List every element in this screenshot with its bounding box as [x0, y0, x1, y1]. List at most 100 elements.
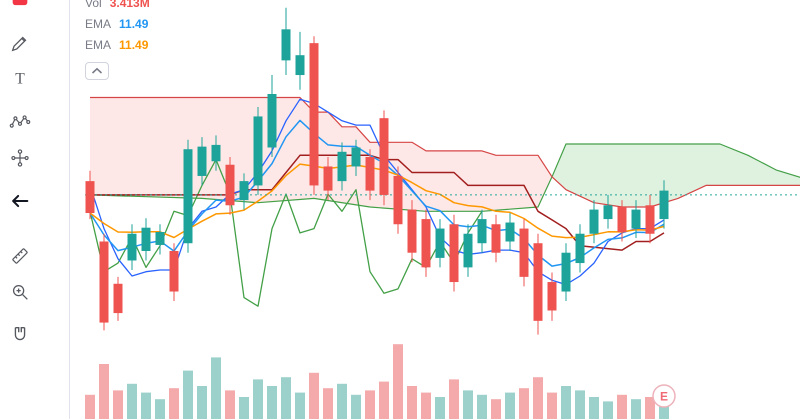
forecast-icon	[11, 149, 29, 167]
candle-body	[99, 241, 109, 323]
volume-bar	[225, 390, 235, 419]
price-chart[interactable]: E	[70, 0, 800, 419]
ichimoku-cloud-bearish	[90, 97, 552, 212]
volume-bar	[561, 386, 571, 419]
earnings-marker[interactable]: E	[652, 384, 676, 408]
volume-bar	[519, 388, 529, 419]
volume-bar	[183, 370, 193, 419]
candle-body	[267, 94, 277, 148]
candle-body	[379, 118, 389, 195]
indicator-legend: Vol 3.413M EMA 11.49 EMA 11.49	[85, 0, 150, 80]
volume-bar	[127, 383, 137, 419]
candle-body	[253, 116, 263, 186]
candle-body	[631, 209, 641, 229]
volume-bar	[421, 392, 431, 419]
text-icon: T	[15, 71, 25, 88]
candles	[85, 7, 669, 335]
brush-tool-button[interactable]	[5, 28, 35, 58]
candle-body	[155, 232, 165, 245]
volume-bar	[645, 397, 655, 419]
candle-body	[323, 166, 333, 191]
volume-bar	[449, 379, 459, 419]
volume-bar	[589, 397, 599, 419]
drawing-toolbar: T	[0, 0, 70, 419]
volume-bar	[211, 357, 221, 419]
chart-area[interactable]: E Vol 3.413M EMA 11.49 EMA 11.49	[70, 0, 800, 419]
arrow-tool-button[interactable]	[5, 186, 35, 216]
volume-bar	[197, 386, 207, 419]
forecast-tool-button[interactable]	[5, 143, 35, 173]
candle-body	[365, 156, 375, 191]
candle-body	[225, 164, 235, 206]
indicator-value: 11.49	[119, 38, 149, 52]
candle-body	[449, 224, 459, 283]
brush-icon	[11, 36, 27, 52]
zoom-in-icon	[12, 284, 28, 300]
candle-body	[463, 233, 473, 268]
volume-bar	[253, 379, 263, 419]
volume-bar	[407, 386, 417, 419]
collapse-indicators-button[interactable]	[85, 62, 109, 80]
candle-body	[211, 144, 221, 162]
candle-body	[239, 181, 249, 201]
red-tool-icon	[12, 0, 28, 6]
indicator-label: EMA	[85, 17, 112, 31]
candle-body	[519, 228, 529, 277]
lead-b-line	[90, 96, 800, 208]
lead-a-line	[89, 143, 800, 212]
measure-ruler-icon	[12, 248, 28, 264]
ichimoku-cloud-bullish	[552, 144, 800, 207]
text-tool-button[interactable]: T	[5, 64, 35, 94]
candle-body	[141, 227, 151, 251]
candle-body	[617, 207, 627, 233]
zoom-in-tool-button[interactable]	[5, 277, 35, 307]
earnings-marker-circle	[652, 384, 676, 408]
candle-body	[561, 252, 571, 292]
volume-bar	[533, 377, 543, 419]
volume-bar	[631, 399, 641, 419]
candle-body	[295, 55, 305, 76]
candle-body	[351, 147, 361, 167]
magnet-icon	[14, 326, 26, 341]
lagging-span-line	[89, 158, 483, 307]
candle-body	[603, 205, 613, 220]
volume-bar	[463, 390, 473, 419]
candle-body	[281, 29, 291, 61]
candle-body	[127, 233, 137, 261]
active-tool-icon[interactable]	[5, 0, 35, 22]
svg-text:T: T	[15, 71, 25, 88]
volume-bar	[547, 392, 557, 419]
candle-body	[491, 224, 501, 253]
xabcd-pattern-icon	[9, 115, 31, 128]
measure-tool-button[interactable]	[5, 241, 35, 271]
xabcd-pattern-tool-button[interactable]	[5, 107, 35, 137]
candle-body	[477, 219, 487, 244]
indicator-row-ema-2[interactable]: EMA 11.49	[85, 35, 150, 56]
earnings-marker-label: E	[660, 390, 668, 404]
volume-bar	[85, 394, 95, 419]
indicator-row-ema-1[interactable]: EMA 11.49	[85, 14, 150, 35]
volume-bar	[491, 399, 501, 419]
candle-body	[183, 149, 193, 244]
volume-bar	[351, 394, 361, 419]
candle-body	[169, 250, 179, 292]
volume-bar	[435, 397, 445, 419]
chevron-up-icon	[91, 67, 103, 74]
volume-bar	[169, 388, 179, 419]
volume-bar	[393, 344, 403, 419]
indicator-row-volume[interactable]: Vol 3.413M	[85, 0, 150, 14]
candle-body	[113, 283, 123, 314]
volume-bar	[603, 401, 613, 419]
candle-body	[197, 146, 207, 176]
volume-bar	[617, 394, 627, 419]
volume-bar	[379, 381, 389, 419]
volume-bar	[99, 364, 109, 419]
magnet-tool-button[interactable]	[5, 320, 35, 350]
volume-bar	[337, 383, 347, 419]
volume-bar	[477, 394, 487, 419]
candle-body	[659, 190, 669, 220]
candle-body	[575, 233, 585, 264]
candle-body	[309, 43, 319, 186]
candle-body	[589, 209, 599, 234]
volume-bar	[309, 372, 319, 419]
